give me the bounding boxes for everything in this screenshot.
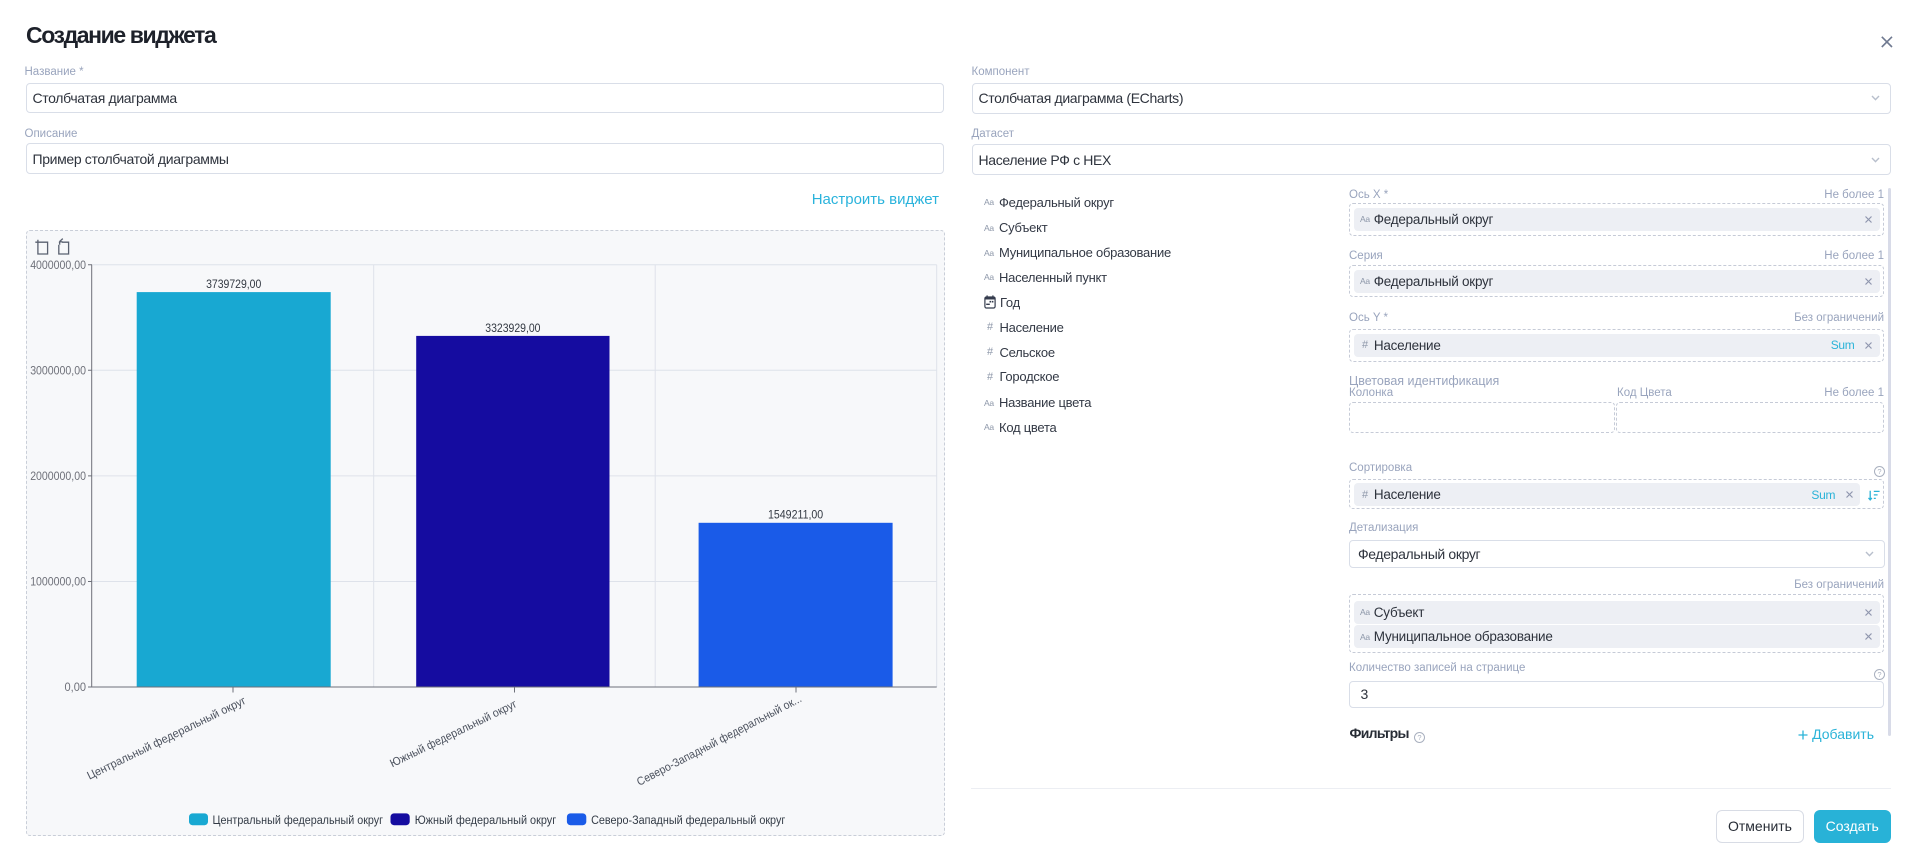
svg-text:1549211,00: 1549211,00 xyxy=(768,508,823,522)
svg-text:Центральный федеральный округ: Центральный федеральный округ xyxy=(212,815,383,827)
svg-text:4000000,00: 4000000,00 xyxy=(30,260,86,272)
svg-text:Северо-Западный федеральный ок: Северо-Западный федеральный ок... xyxy=(635,693,804,789)
svg-text:Южный федеральный округ: Южный федеральный округ xyxy=(388,698,519,770)
svg-text:3000000,00: 3000000,00 xyxy=(30,365,86,377)
svg-text:1000000,00: 1000000,00 xyxy=(30,577,86,589)
svg-text:?: ? xyxy=(1417,733,1421,742)
svg-text:?: ? xyxy=(1877,670,1881,679)
svg-text:Центральный федеральный округ: Центральный федеральный округ xyxy=(85,695,248,783)
svg-text:Северо-Западный федеральный ок: Северо-Западный федеральный округ xyxy=(591,815,785,827)
svg-text:0,00: 0,00 xyxy=(64,682,86,694)
svg-text:3739729,00: 3739729,00 xyxy=(206,277,261,291)
svg-text:2000000,00: 2000000,00 xyxy=(30,471,86,483)
svg-text:Южный федеральный округ: Южный федеральный округ xyxy=(414,815,556,827)
svg-text:?: ? xyxy=(1877,467,1881,476)
svg-text:3323929,00: 3323929,00 xyxy=(485,321,540,335)
